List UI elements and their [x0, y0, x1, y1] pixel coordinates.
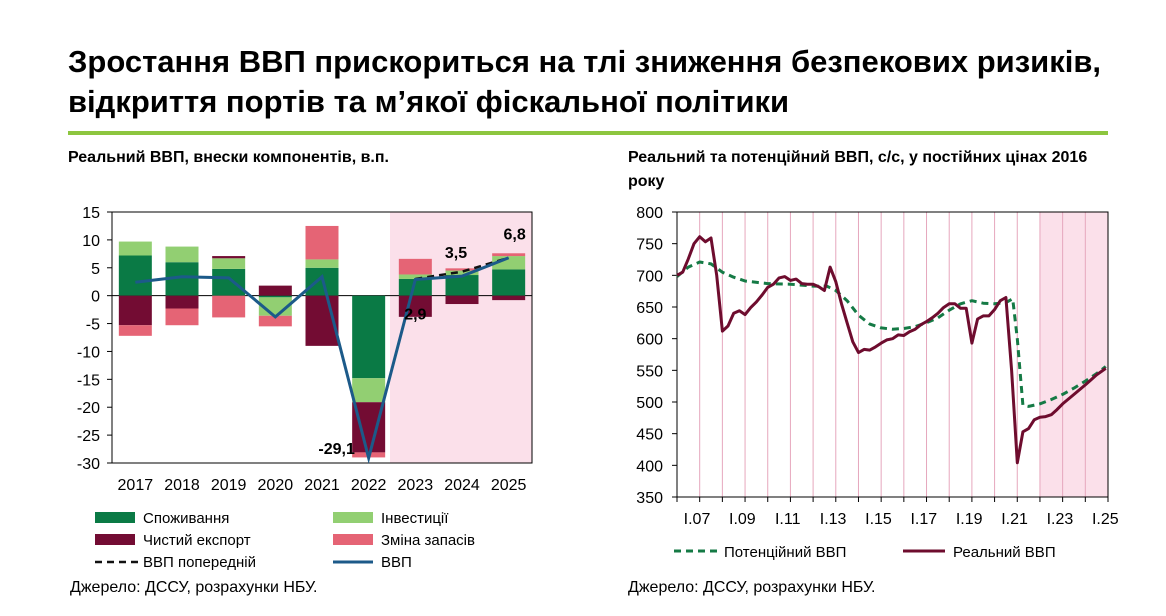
plot-frame — [111, 211, 533, 464]
bar-consumption — [118, 255, 152, 296]
y-tick-label: 650 — [636, 300, 663, 317]
bar-inventory — [165, 308, 199, 326]
title-divider — [68, 131, 1108, 135]
bar-net_export — [258, 285, 292, 296]
bar-inventory — [398, 258, 432, 275]
y-tick-label: 500 — [636, 395, 663, 412]
bar-inventory — [305, 225, 339, 260]
legend-label: Зміна запасів — [381, 532, 475, 549]
y-tick-label: 15 — [82, 205, 100, 222]
x-tick-label: I.19 — [956, 511, 983, 528]
data-label: 3,5 — [445, 245, 467, 262]
bar-investment — [165, 246, 199, 263]
bar-net_export — [118, 295, 152, 326]
bar-net_export — [165, 295, 199, 309]
bar-consumption — [492, 269, 526, 296]
bar-investment — [398, 274, 432, 279]
bar-inventory — [445, 268, 479, 271]
bar-investment — [445, 270, 479, 276]
legend-label: Споживання — [143, 510, 229, 527]
legend-label: Реальний ВВП — [953, 544, 1056, 561]
x-tick-label: I.07 — [684, 511, 711, 528]
bar-inventory — [258, 315, 292, 327]
x-tick-label: 2020 — [258, 477, 294, 494]
y-tick-label: 700 — [636, 268, 663, 285]
bar-consumption — [258, 295, 292, 298]
x-tick-label: I.11 — [775, 511, 801, 528]
left-chart-title: Реальний ВВП, внески компонентів, в.п. — [68, 149, 389, 166]
bar-net_export — [212, 256, 246, 259]
bar-investment — [118, 241, 152, 256]
y-tick-label: -10 — [77, 344, 100, 361]
data-label: 2,9 — [404, 306, 426, 323]
y-tick-label: 550 — [636, 363, 663, 380]
y-tick-label: -15 — [77, 372, 100, 389]
forecast-band — [1039, 212, 1108, 497]
bar-investment — [305, 259, 339, 268]
line-previous — [415, 256, 510, 281]
bar-net_export — [445, 295, 479, 305]
legend-label: Потенційний ВВП — [724, 544, 846, 561]
x-tick-label: 2024 — [444, 477, 480, 494]
x-tick-label: 2025 — [491, 477, 527, 494]
bar-investment — [212, 258, 246, 269]
page-title: Зростання ВВП прискориться на тлі знижен… — [68, 44, 1101, 119]
bar-inventory — [492, 253, 526, 257]
x-tick-label: I.17 — [910, 511, 937, 528]
y-tick-label: 450 — [636, 427, 663, 444]
data-label: -29,1 — [318, 441, 355, 458]
y-tick-label: 800 — [636, 205, 663, 222]
x-tick-label: 2017 — [118, 477, 154, 494]
bar-consumption — [398, 278, 432, 296]
legend-label: ВВП — [381, 554, 412, 571]
y-tick-label: 400 — [636, 458, 663, 475]
legend-swatch-net_export — [95, 534, 135, 545]
bar-net_export — [492, 295, 526, 301]
x-tick-label: I.23 — [1047, 511, 1074, 528]
line-gdp — [135, 256, 510, 464]
y-tick-label: 5 — [91, 261, 100, 278]
x-tick-label: I.09 — [729, 511, 756, 528]
y-tick-label: -5 — [86, 317, 100, 334]
x-tick-label: 2022 — [351, 477, 387, 494]
y-tick-label: -30 — [77, 456, 100, 473]
right-chart-title: Реальний та потенційний ВВП, с/с, у пост… — [628, 149, 1088, 190]
bar-inventory — [118, 325, 152, 336]
legend-label: ВВП попередній — [143, 554, 256, 571]
line-real — [676, 235, 1107, 465]
y-tick-label: -20 — [77, 400, 100, 417]
bar-investment — [352, 378, 386, 403]
y-tick-label: 0 — [91, 289, 100, 306]
right-chart-source: Джерело: ДССУ, розрахунки НБУ. — [628, 579, 876, 596]
y-tick-label: 750 — [636, 237, 663, 254]
x-tick-label: I.15 — [865, 511, 892, 528]
bar-consumption — [352, 295, 386, 379]
legend-label: Чистий експорт — [143, 532, 251, 549]
left-chart-source: Джерело: ДССУ, розрахунки НБУ. — [70, 579, 318, 596]
y-tick-label: -25 — [77, 428, 100, 445]
legend-swatch-inventory — [333, 534, 373, 545]
y-tick-label: 600 — [636, 332, 663, 349]
bar-inventory — [212, 295, 246, 318]
x-tick-label: 2018 — [164, 477, 200, 494]
plot-frame — [676, 211, 1109, 498]
x-tick-label: I.13 — [820, 511, 847, 528]
x-tick-label: 2023 — [398, 477, 434, 494]
bar-consumption — [212, 268, 246, 296]
x-tick-label: 2021 — [304, 477, 340, 494]
x-tick-label: 2019 — [211, 477, 247, 494]
data-label: 6,8 — [504, 227, 526, 244]
y-tick-label: 350 — [636, 490, 663, 507]
x-tick-label: I.21 — [1001, 511, 1028, 528]
x-tick-label: I.25 — [1092, 511, 1119, 528]
legend-swatch-investment — [333, 512, 373, 523]
y-tick-label: 10 — [82, 233, 100, 250]
legend-swatch-consumption — [95, 512, 135, 523]
legend-label: Інвестиції — [381, 510, 449, 527]
bar-consumption — [445, 275, 479, 296]
